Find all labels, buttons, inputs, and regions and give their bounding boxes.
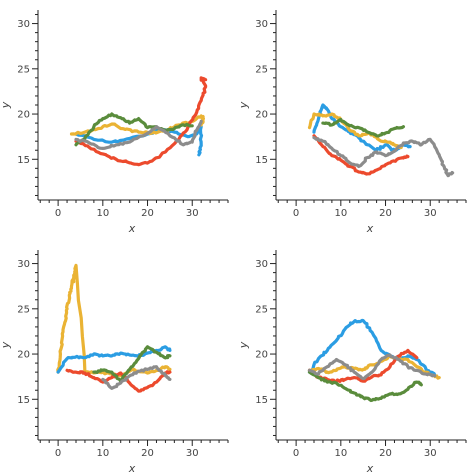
x-tick-label: 30	[424, 448, 437, 459]
y-tick-label: 20	[255, 350, 268, 361]
x-tick-label: 0	[55, 448, 61, 459]
y-tick-label: 15	[255, 395, 268, 406]
series-line-red	[312, 134, 410, 176]
series-line-gray	[101, 365, 172, 390]
y-axis-label: y	[237, 101, 250, 109]
series-line-orange	[56, 263, 172, 378]
series-line-gray	[312, 136, 455, 178]
x-tick-label: 20	[379, 208, 392, 219]
x-tick-label: 30	[186, 448, 199, 459]
x-tick-label: 10	[96, 448, 109, 459]
y-axis-label: y	[237, 341, 250, 349]
x-tick-label: 10	[96, 208, 109, 219]
y-tick-label: 30	[17, 259, 30, 270]
y-tick-label: 20	[17, 110, 30, 121]
y-tick-label: 25	[255, 304, 268, 315]
series-line-orange	[307, 112, 403, 150]
x-tick-label: 0	[293, 208, 299, 219]
x-tick-label: 20	[141, 448, 154, 459]
x-axis-label: x	[366, 462, 374, 474]
x-axis-label: x	[128, 222, 136, 235]
series-line-red	[74, 76, 208, 167]
y-tick-label: 15	[255, 155, 268, 166]
panel-4: 0 10 20 30 15 20 25 30 x y	[237, 250, 467, 474]
y-tick-label: 20	[255, 110, 268, 121]
y-axis-label: y	[0, 101, 12, 109]
y-tick-label: 30	[17, 19, 30, 30]
x-tick-label: 20	[379, 448, 392, 459]
y-axis-label: y	[0, 341, 12, 349]
series-line-green	[74, 112, 194, 147]
x-tick-label: 0	[55, 208, 61, 219]
y-tick-label: 25	[255, 64, 268, 75]
x-axis-label: x	[128, 462, 136, 474]
panel-1: 0 10 20 30 15 20 25 30 x y	[0, 10, 229, 235]
y-tick-label: 15	[17, 395, 30, 406]
panel-3: 0 10 20 30 15 20 25 30 x y	[0, 250, 229, 474]
series-line-blue	[307, 318, 437, 377]
series-line-green	[321, 117, 405, 138]
x-tick-label: 10	[334, 448, 347, 459]
series-line-green	[92, 345, 172, 383]
y-tick-label: 25	[17, 304, 30, 315]
y-tick-label: 15	[17, 155, 30, 166]
series-line-blue	[312, 103, 412, 153]
series-line-red	[65, 368, 172, 393]
y-tick-label: 25	[17, 64, 30, 75]
x-tick-label: 20	[141, 208, 154, 219]
series-line-orange	[69, 114, 205, 136]
x-axis-label: x	[366, 222, 374, 235]
x-tick-label: 30	[186, 208, 199, 219]
x-tick-label: 10	[334, 208, 347, 219]
y-tick-label: 20	[17, 350, 30, 361]
x-tick-label: 0	[293, 448, 299, 459]
series-line-gray	[307, 353, 437, 381]
x-tick-label: 30	[424, 208, 437, 219]
series-line-green	[307, 370, 423, 403]
series-line-red	[307, 348, 419, 384]
series-line-gray	[74, 119, 203, 150]
y-tick-label: 30	[255, 19, 268, 30]
panel-2: 0 10 20 30 15 20 25 30 x y	[237, 10, 467, 235]
y-tick-label: 30	[255, 259, 268, 270]
